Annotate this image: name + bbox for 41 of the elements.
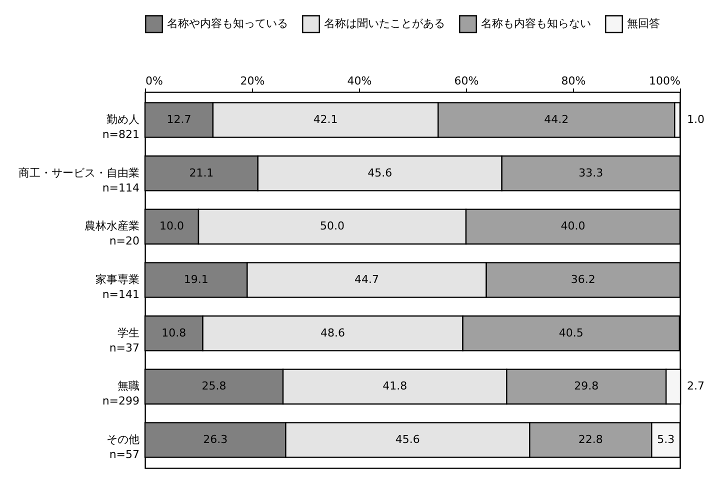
legend-label: 無回答 <box>627 17 660 30</box>
x-tick-label: 100% <box>649 74 680 88</box>
legend-label: 名称は聞いたことがある <box>324 17 445 30</box>
data-label: 40.5 <box>558 326 584 340</box>
data-label: 36.2 <box>570 273 596 286</box>
y-tick-label: 勤め人 n=821 <box>102 113 140 141</box>
data-label: 25.8 <box>202 380 226 393</box>
data-label: 44.2 <box>544 113 569 126</box>
data-label: 45.6 <box>368 166 392 180</box>
y-tick-label: 農林水産業 n=20 <box>84 220 140 248</box>
y-tick-label: その他 n=57 <box>106 433 140 461</box>
data-label: 33.3 <box>578 166 604 180</box>
data-label: 5.3 <box>657 433 675 446</box>
y-tick-label: 無職 n=299 <box>102 380 140 408</box>
x-tick-label: 60% <box>454 74 479 88</box>
data-label: 1.0 <box>687 113 704 126</box>
data-label: 26.3 <box>203 433 228 446</box>
data-label: 21.1 <box>189 166 214 180</box>
y-tick-label: 家事専業 n=141 <box>96 273 140 301</box>
data-label: 10.8 <box>162 326 186 340</box>
data-label: 42.1 <box>313 113 338 126</box>
legend-label: 名称や内容も知っている <box>167 17 288 30</box>
data-label: 29.8 <box>574 380 599 393</box>
data-label: 22.8 <box>578 433 603 446</box>
data-label: 44.7 <box>354 273 380 286</box>
data-label: 19.1 <box>184 273 208 286</box>
data-label: 12.7 <box>166 113 192 126</box>
y-tick-label: 学生 n=37 <box>109 326 140 354</box>
data-label: 40.0 <box>560 220 586 233</box>
y-tick-label: 商工・サービス・自由業 n=114 <box>18 166 140 194</box>
data-label: 50.0 <box>320 220 344 233</box>
data-label: 45.6 <box>395 433 420 446</box>
data-label: 10.0 <box>160 220 184 233</box>
x-tick-label: 20% <box>240 74 265 88</box>
data-label: 2.7 <box>687 380 704 393</box>
x-tick-label: 80% <box>561 74 586 88</box>
x-tick-label: 0% <box>146 74 163 88</box>
data-label: 48.6 <box>320 326 346 340</box>
legend-label: 名称も内容も知らない <box>481 17 591 30</box>
data-label: 41.8 <box>382 380 408 393</box>
x-tick-label: 40% <box>347 74 372 88</box>
